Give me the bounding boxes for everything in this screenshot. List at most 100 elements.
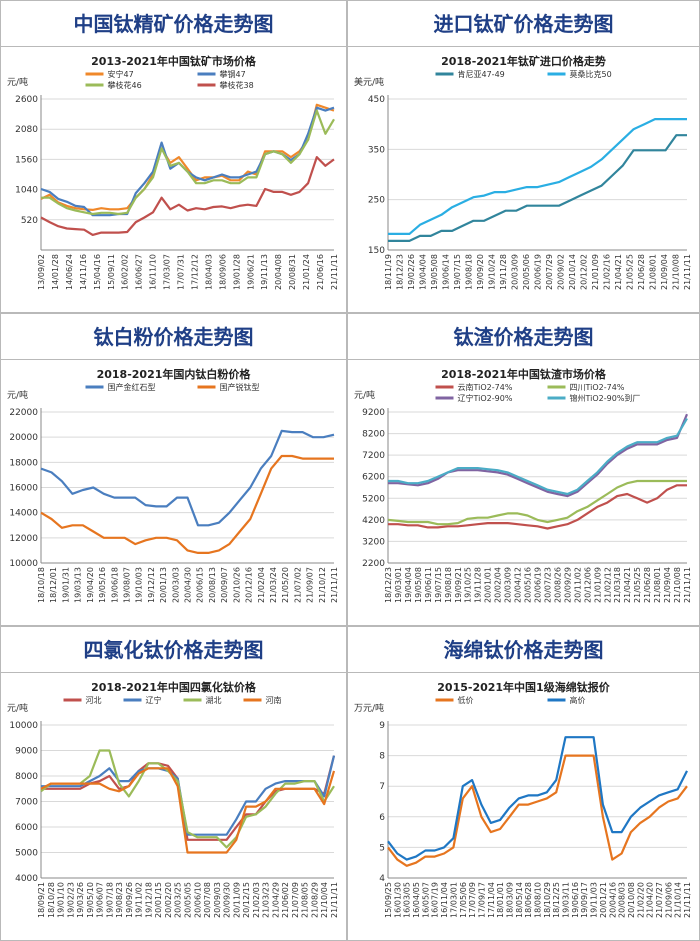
x-tick-label: 21/05/25 <box>633 567 642 603</box>
x-tick-label: 20/11/09 <box>232 882 241 918</box>
legend-label: 攀枝花38 <box>220 80 254 90</box>
x-tick-label: 19/01/28 <box>232 254 241 290</box>
x-tick-label: 19/04/04 <box>419 254 428 290</box>
panel-heading-text: 海绵钛价格走势图 <box>443 638 604 662</box>
x-tick-label: 20/12/16 <box>245 567 254 603</box>
x-tick-label: 20/03/03 <box>171 567 180 603</box>
x-tick-label: 21/07/02 <box>293 567 302 603</box>
x-tick-label: 16/02/02 <box>121 254 130 290</box>
x-tick-label: 21/11/11 <box>683 882 692 918</box>
x-tick-label: 19/03/11 <box>562 882 571 918</box>
x-tick-label: 19/06/11 <box>424 567 433 603</box>
x-tick-label: 17/11/04 <box>487 882 496 918</box>
x-tick-label: 20/05/06 <box>522 254 531 290</box>
y-tick-label: 1040 <box>15 186 38 196</box>
x-tick-label: 17/07/31 <box>177 254 186 290</box>
y-tick-label: 250 <box>368 196 385 206</box>
x-tick-label: 19/01/10 <box>57 882 66 918</box>
y-tick-label: 4 <box>379 874 385 884</box>
x-tick-label: 21/01/09 <box>593 567 602 603</box>
x-tick-label: 19/09/17 <box>580 882 589 918</box>
x-tick-label: 20/12/02 <box>580 254 589 290</box>
x-tick-label: 19/02/26 <box>407 254 416 290</box>
x-tick-label: 20/01/21 <box>599 882 608 918</box>
chart-panel: 钛白粉价格走势图 2018-2021年国内钛白粉价格 元/吨 国产金红石型 国产锐钛型 1… <box>0 313 347 626</box>
y-tick-label: 350 <box>368 145 385 155</box>
legend-label: 安宁47 <box>108 69 134 79</box>
x-tick-label: 21/09/06 <box>664 882 673 918</box>
x-tick-label: 20/06/15 <box>196 567 205 603</box>
x-tick-label: 21/07/27 <box>655 882 664 918</box>
x-tick-label: 15/04/16 <box>93 254 102 290</box>
x-tick-label: 21/06/28 <box>637 254 646 290</box>
panel-heading: 钛白粉价格走势图 <box>1 314 346 360</box>
x-tick-label: 20/10/26 <box>232 567 241 603</box>
chart-panel: 海绵钛价格走势图 2015-2021年中国1级海绵钛报价 万元/吨 低价 高价 4 5 6 7 8… <box>347 626 700 941</box>
x-tick-label: 19/08/07 <box>122 567 131 603</box>
x-tick-label: 16/11/04 <box>440 882 449 918</box>
x-tick-label: 19/12/18 <box>144 882 153 918</box>
x-tick-label: 19/11/28 <box>499 254 508 290</box>
x-tick-label: 20/10/14 <box>568 254 577 290</box>
series-line <box>387 754 688 867</box>
series-line <box>40 767 336 854</box>
x-tick-label: 17/05/06 <box>459 882 468 918</box>
y-tick-label: 10000 <box>9 721 38 731</box>
legend-label: 肯尼亚47-49 <box>458 69 505 79</box>
legend-label: 河南 <box>266 695 282 705</box>
series-line <box>40 749 335 849</box>
x-tick-label: 19/08/23 <box>115 882 124 918</box>
x-tick-label: 20/03/09 <box>511 254 520 290</box>
y-tick-label: 22000 <box>9 408 38 418</box>
x-tick-label: 19/07/15 <box>453 254 462 290</box>
series-line <box>388 134 687 242</box>
y-tick-label: 6200 <box>362 473 385 483</box>
x-tick-label: 20/05/05 <box>184 882 193 918</box>
x-tick-label: 21/08/01 <box>653 567 662 603</box>
y-tick-label: 10000 <box>9 559 38 569</box>
x-tick-label: 18/08/10 <box>534 882 543 918</box>
x-tick-label: 21/10/04 <box>320 882 329 918</box>
x-tick-label: 21/04/21 <box>623 567 632 603</box>
x-tick-label: 21/11/11 <box>683 567 692 603</box>
x-tick-label: 16/07/19 <box>431 882 440 918</box>
x-tick-label: 19/03/13 <box>74 567 83 603</box>
x-tick-label: 19/03/01 <box>394 567 403 603</box>
x-tick-label: 19/11/13 <box>260 254 269 290</box>
x-tick-label: 17/03/07 <box>163 254 172 290</box>
x-tick-label: 19/06/14 <box>442 254 451 290</box>
series-line <box>40 454 334 554</box>
chart-panel: 四氯化钛价格走势图 2018-2021年中国四氯化钛价格 元/吨 河北 辽宁 湖北 河南 40… <box>0 626 347 941</box>
series-line <box>40 155 335 236</box>
x-tick-label: 16/04/05 <box>412 882 421 918</box>
x-tick-label: 19/10/24 <box>488 254 497 290</box>
y-tick-label: 6000 <box>15 823 38 833</box>
x-tick-label: 20/04/16 <box>608 882 617 918</box>
y-tick-label: 18000 <box>9 458 38 468</box>
x-tick-label: 19/06/16 <box>571 882 580 918</box>
x-tick-label: 21/03/18 <box>613 567 622 603</box>
x-tick-label: 18/12/01 <box>49 567 58 603</box>
x-tick-label: 17/07/09 <box>468 882 477 918</box>
y-tick-label: 3200 <box>362 537 385 547</box>
x-tick-label: 14/06/24 <box>65 254 74 290</box>
x-tick-label: 18/09/06 <box>218 254 227 290</box>
x-tick-label: 18/10/18 <box>37 567 46 603</box>
x-tick-label: 20/08/03 <box>618 882 627 918</box>
x-tick-label: 20/10/08 <box>627 882 636 918</box>
x-tick-label: 20/01/13 <box>159 567 168 603</box>
x-tick-label: 21/02/03 <box>252 882 261 918</box>
x-tick-label: 21/11/11 <box>683 254 692 290</box>
x-tick-label: 19/10/25 <box>464 567 473 603</box>
x-tick-label: 19/11/28 <box>474 567 483 603</box>
y-tick-label: 9200 <box>362 408 385 418</box>
x-tick-label: 18/12/23 <box>384 567 393 603</box>
x-tick-label: 19/10/03 <box>135 567 144 603</box>
x-tick-label: 16/05/07 <box>421 882 430 918</box>
series-line <box>388 417 688 496</box>
y-tick-label: 4000 <box>15 874 38 884</box>
series-line <box>388 413 689 498</box>
